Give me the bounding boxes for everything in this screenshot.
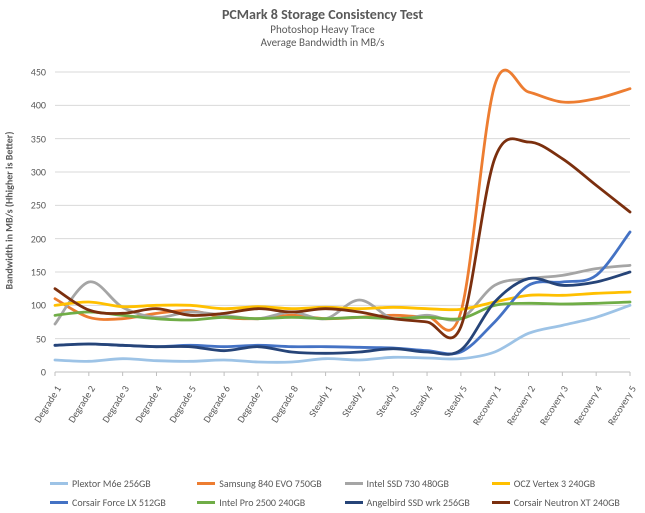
- legend-swatch: [345, 501, 363, 504]
- legend-label: Intel SSD 730 480GB: [367, 477, 449, 490]
- y-axis-ticks: 050100150200250300350400450: [0, 72, 50, 372]
- x-tick-label: Degrade 7: [234, 383, 267, 425]
- legend-item: Intel SSD 730 480GB: [345, 477, 488, 490]
- y-tick-label: 450: [31, 66, 46, 79]
- x-tick-label: Recovery 1: [469, 383, 504, 428]
- x-tick-label: Recovery 5: [604, 383, 639, 428]
- legend-label: Samsung 840 EVO 750GB: [219, 477, 322, 490]
- legend-item: Corsair Force LX 512GB: [50, 496, 193, 509]
- legend-item: Intel Pro 2500 240GB: [197, 496, 340, 509]
- series-line: [55, 232, 630, 354]
- x-tick-label: Degrade 3: [99, 383, 132, 425]
- legend-label: Intel Pro 2500 240GB: [219, 496, 305, 509]
- x-tick-label: Degrade 8: [268, 383, 301, 425]
- y-tick-label: 0: [41, 366, 46, 379]
- legend-swatch: [492, 501, 510, 504]
- legend-label: OCZ Vertex 3 240GB: [514, 477, 595, 490]
- legend-item: Angelbird SSD wrk 256GB: [345, 496, 488, 509]
- x-tick-label: Steady 1: [305, 383, 334, 419]
- legend-swatch: [345, 482, 363, 485]
- chart-subtitle-2: Average Bandwidth in MB/s: [0, 36, 645, 49]
- y-tick-label: 200: [31, 232, 46, 245]
- x-tick-label: Degrade 6: [200, 383, 233, 425]
- chart-subtitle-1: Photoshop Heavy Trace: [0, 23, 645, 36]
- x-tick-label: Recovery 4: [571, 383, 606, 428]
- x-tick-label: Degrade 5: [166, 383, 199, 425]
- legend-item: Corsair Neutron XT 240GB: [492, 496, 635, 509]
- plot-area: [55, 72, 630, 372]
- chart-title: PCMark 8 Storage Consistency Test: [0, 6, 645, 23]
- chart-title-block: PCMark 8 Storage Consistency Test Photos…: [0, 6, 645, 49]
- legend-item: Plextor M6e 256GB: [50, 477, 193, 490]
- plot-svg: [55, 72, 630, 372]
- series-line: [55, 272, 630, 354]
- x-tick-label: Steady 2: [339, 383, 368, 419]
- y-tick-label: 300: [31, 166, 46, 179]
- legend-item: Samsung 840 EVO 750GB: [197, 477, 340, 490]
- y-tick-label: 50: [36, 332, 46, 345]
- legend-label: Corsair Neutron XT 240GB: [514, 496, 620, 509]
- legend-swatch: [492, 482, 510, 485]
- x-tick-label: Steady 4: [407, 383, 436, 419]
- x-axis-ticks: Degrade 1Degrade 2Degrade 3Degrade 4Degr…: [55, 375, 630, 445]
- chart-container: PCMark 8 Storage Consistency Test Photos…: [0, 0, 645, 513]
- legend-label: Angelbird SSD wrk 256GB: [367, 496, 470, 509]
- series-line: [55, 292, 630, 310]
- legend-label: Corsair Force LX 512GB: [72, 496, 166, 509]
- legend: Plextor M6e 256GB Samsung 840 EVO 750GB In…: [50, 477, 635, 509]
- y-tick-label: 150: [31, 266, 46, 279]
- x-tick-label: Degrade 4: [132, 383, 165, 425]
- series-line: [55, 70, 630, 330]
- x-tick-label: Steady 5: [440, 383, 469, 419]
- x-tick-label: Recovery 2: [503, 383, 538, 428]
- x-tick-label: Degrade 1: [31, 383, 64, 425]
- legend-swatch: [197, 482, 215, 485]
- legend-item: OCZ Vertex 3 240GB: [492, 477, 635, 490]
- legend-label: Plextor M6e 256GB: [72, 477, 151, 490]
- y-tick-label: 400: [31, 99, 46, 112]
- x-tick-label: Recovery 3: [537, 383, 572, 428]
- legend-swatch: [197, 501, 215, 504]
- legend-swatch: [50, 501, 68, 504]
- y-tick-label: 100: [31, 299, 46, 312]
- y-tick-label: 250: [31, 199, 46, 212]
- y-tick-label: 350: [31, 132, 46, 145]
- legend-swatch: [50, 482, 68, 485]
- x-tick-label: Degrade 2: [65, 383, 98, 425]
- x-tick-label: Steady 3: [373, 383, 402, 419]
